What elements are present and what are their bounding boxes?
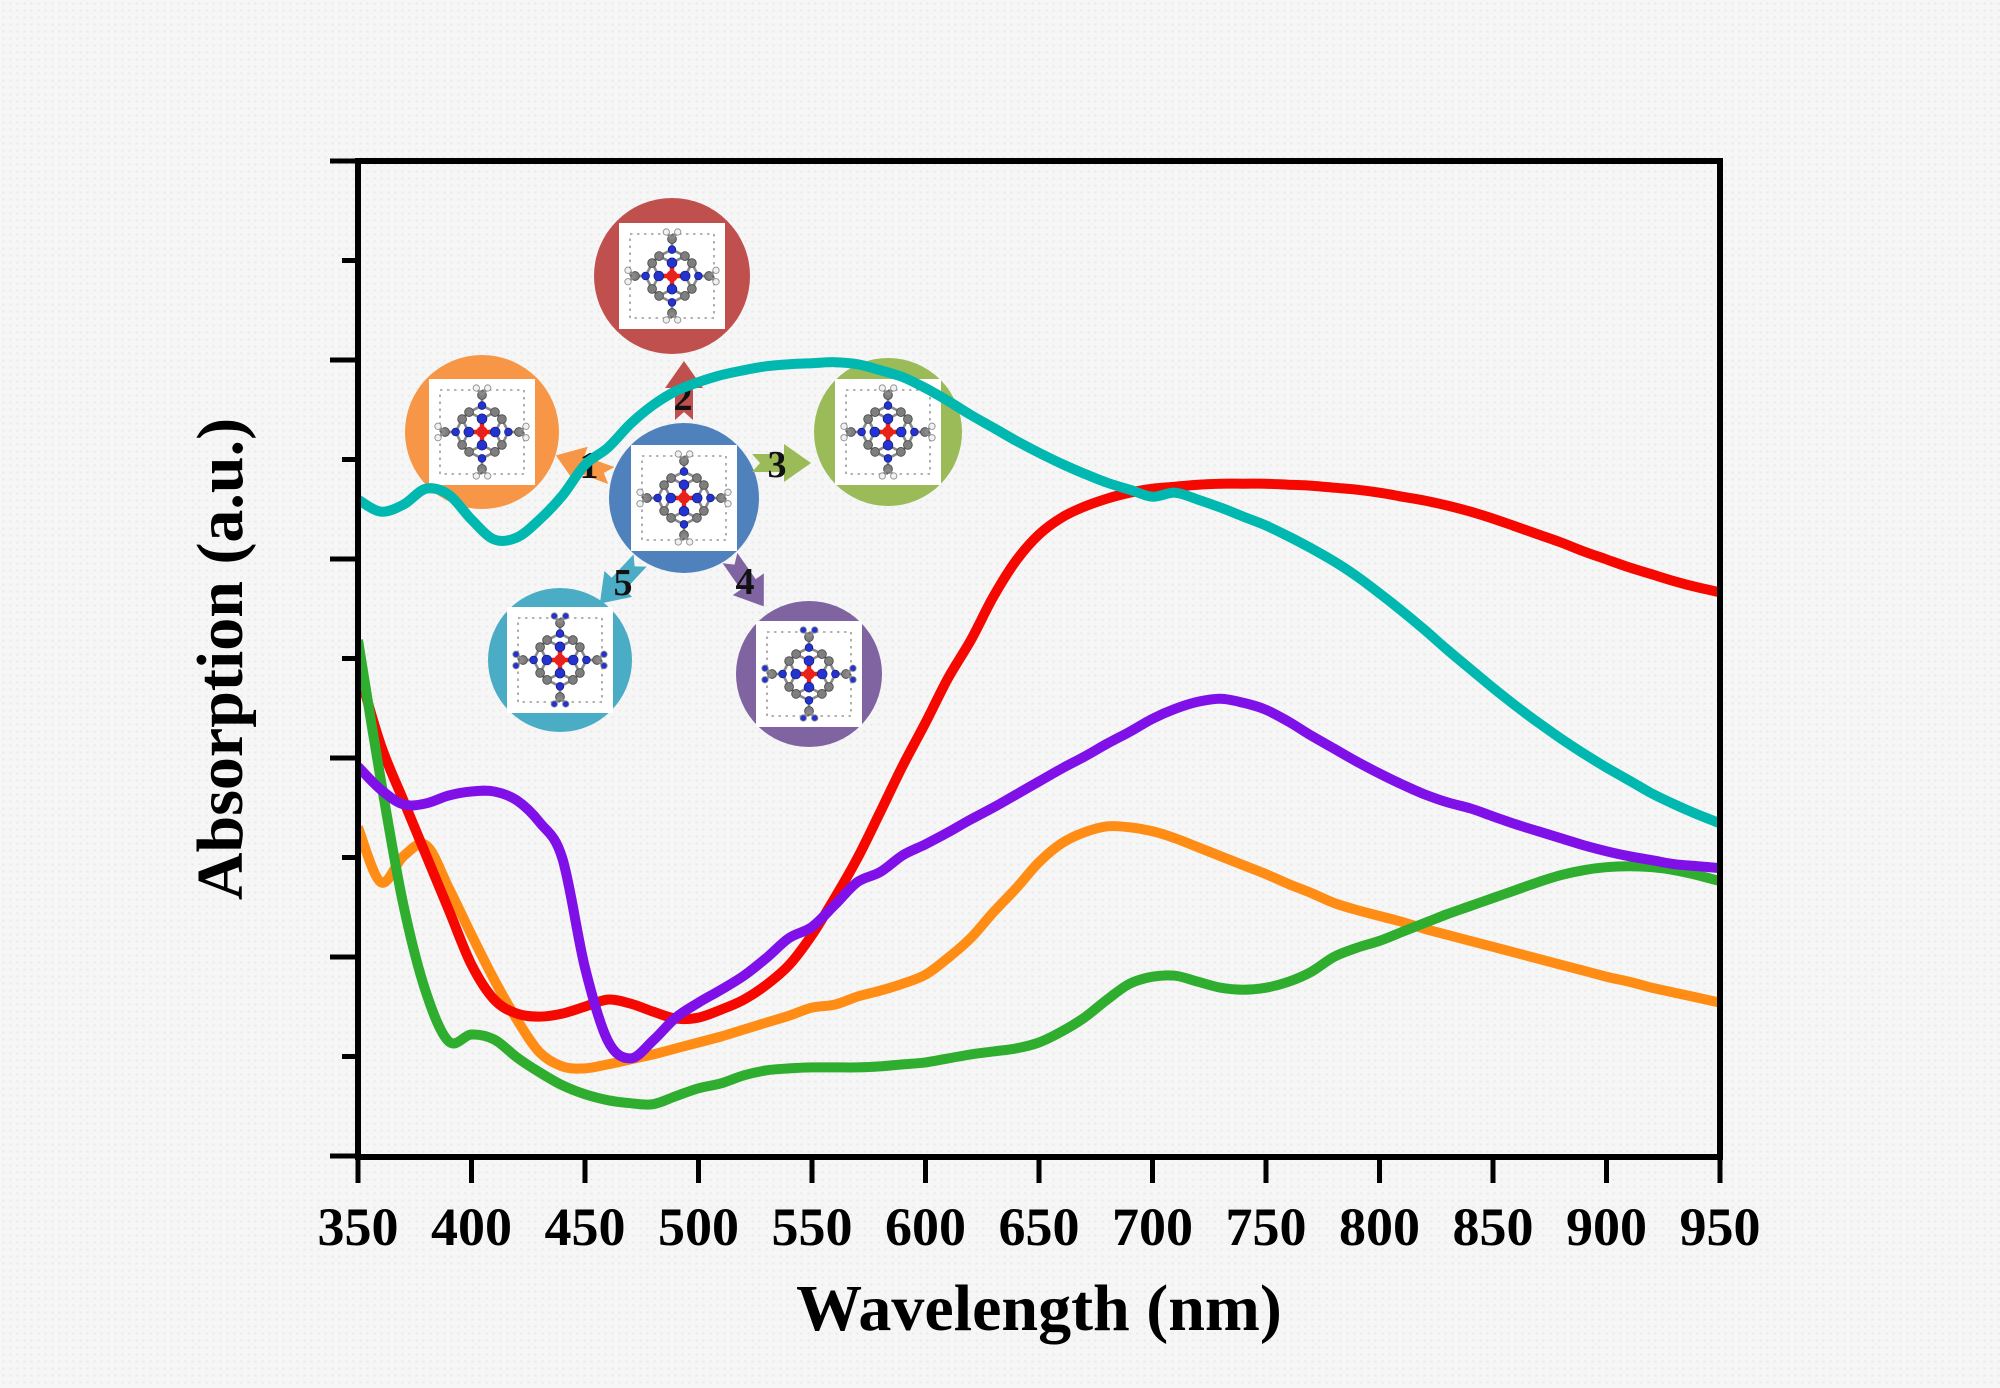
x-tick-labels: 350 400 450 500 550 600 650 700 750 800 850 900 950	[318, 1197, 1761, 1257]
x-tick-label: 400	[431, 1197, 512, 1257]
molecule-scheme-inset: 1 2 3 4 5	[405, 198, 962, 747]
arrow-3-label: 3	[768, 444, 787, 486]
arrow-4-label: 4	[736, 561, 755, 603]
series-2-curve	[358, 478, 1720, 1025]
molecule-4-dotted-box	[766, 631, 852, 717]
x-tick-label: 800	[1339, 1197, 1420, 1257]
molecule-2-dotted-box	[629, 233, 715, 319]
spectra-curves	[358, 357, 1720, 1110]
x-axis-ticks	[355, 1157, 1723, 1183]
molecule-1-dotted-box	[439, 389, 525, 475]
molecule-4	[736, 601, 882, 747]
molecule-3	[814, 358, 962, 506]
series-1-curve	[358, 821, 1720, 1074]
y-axis-ticks	[330, 158, 358, 1159]
molecule-center	[609, 423, 759, 573]
x-tick-label: 450	[545, 1197, 626, 1257]
arrow-5-label: 5	[614, 562, 633, 604]
molecule-1	[405, 355, 559, 509]
series-3-curve	[358, 639, 1720, 1110]
x-tick-label: 600	[885, 1197, 966, 1257]
x-tick-label: 500	[658, 1197, 739, 1257]
x-tick-label: 900	[1566, 1197, 1647, 1257]
x-tick-label: 850	[1453, 1197, 1534, 1257]
x-tick-label: 700	[1112, 1197, 1193, 1257]
molecule-2	[594, 198, 750, 354]
y-axis-title: Absorption (a.u.)	[184, 418, 257, 900]
molecule-center-dotted-box	[641, 455, 727, 541]
molecule-3-dotted-box	[845, 389, 931, 475]
x-axis-title: Wavelength (nm)	[796, 1272, 1282, 1345]
x-tick-label: 350	[318, 1197, 399, 1257]
molecule-5	[488, 588, 632, 732]
x-tick-label: 550	[772, 1197, 853, 1257]
series-4-curve	[358, 693, 1720, 1064]
molecule-5-dotted-box	[517, 617, 603, 703]
x-tick-label: 950	[1680, 1197, 1761, 1257]
x-tick-label: 750	[1226, 1197, 1307, 1257]
x-tick-label: 650	[999, 1197, 1080, 1257]
series-5-curve	[358, 357, 1720, 828]
